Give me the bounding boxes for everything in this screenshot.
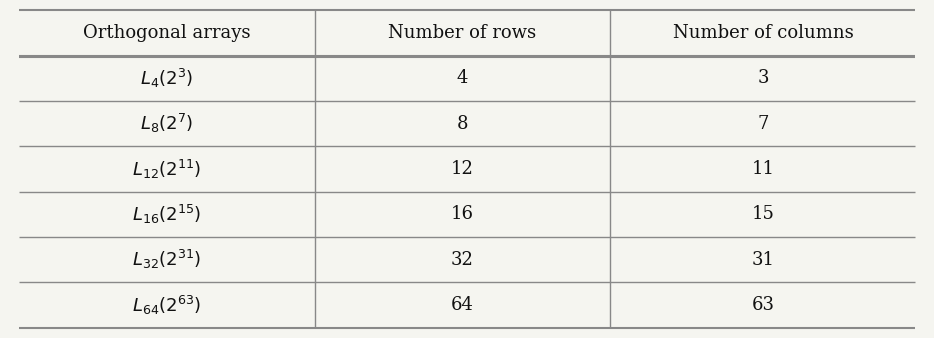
Text: Number of columns: Number of columns <box>672 24 854 42</box>
Text: 32: 32 <box>451 251 474 269</box>
Text: $L_{32}(2^{31})$: $L_{32}(2^{31})$ <box>132 248 201 271</box>
Text: $L_{12}(2^{11})$: $L_{12}(2^{11})$ <box>132 158 201 180</box>
Text: 15: 15 <box>752 206 774 223</box>
Text: 8: 8 <box>457 115 468 132</box>
Text: 64: 64 <box>451 296 474 314</box>
Text: 31: 31 <box>751 251 774 269</box>
Text: 16: 16 <box>451 206 474 223</box>
Text: 3: 3 <box>757 69 769 87</box>
Text: 12: 12 <box>451 160 474 178</box>
Text: $L_{4}(2^{3})$: $L_{4}(2^{3})$ <box>140 67 193 90</box>
Text: Number of rows: Number of rows <box>389 24 536 42</box>
Text: 63: 63 <box>751 296 774 314</box>
Text: $L_{8}(2^{7})$: $L_{8}(2^{7})$ <box>140 112 193 135</box>
Text: 11: 11 <box>751 160 774 178</box>
Text: $L_{16}(2^{15})$: $L_{16}(2^{15})$ <box>132 203 201 226</box>
Text: 4: 4 <box>457 69 468 87</box>
Text: $L_{64}(2^{63})$: $L_{64}(2^{63})$ <box>132 294 201 317</box>
Text: Orthogonal arrays: Orthogonal arrays <box>83 24 250 42</box>
Text: 7: 7 <box>757 115 769 132</box>
